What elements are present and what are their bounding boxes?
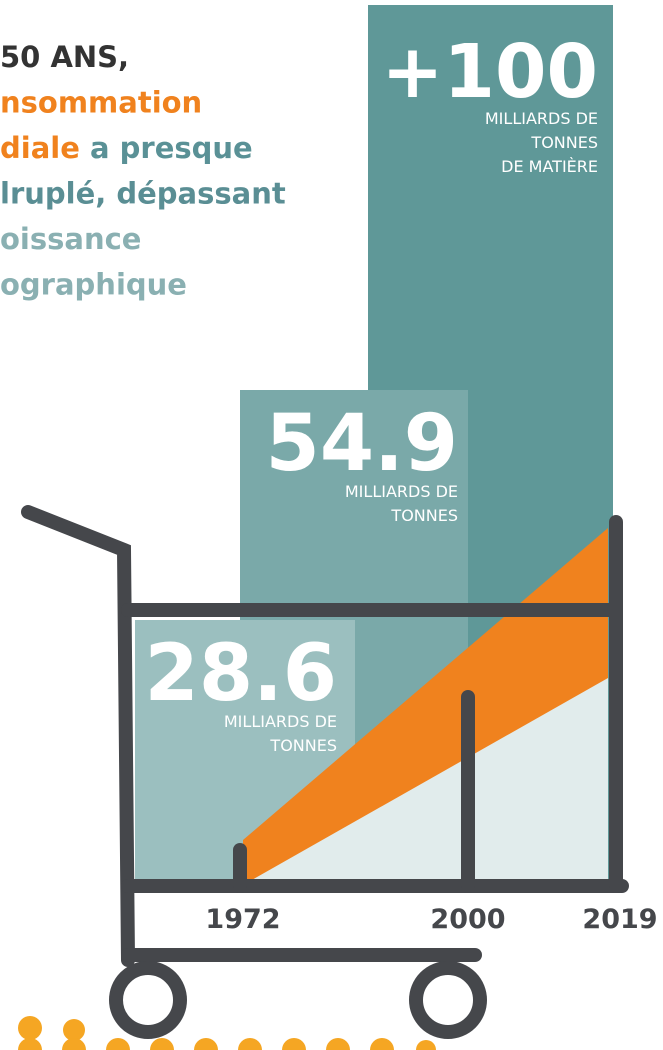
year-label: 2019 [582, 904, 657, 935]
headline-segment: 50 ANS, [0, 40, 129, 74]
headline-segment: ographique [0, 268, 187, 302]
headline: 50 ANS, nsommation diale a presque lruplé, … [0, 40, 286, 302]
year-label: 1972 [205, 904, 280, 935]
headline-line: oissance [0, 222, 141, 256]
headline-segment: nsommation [0, 86, 202, 120]
bar-unit: MILLIARDS DE [345, 482, 458, 501]
dots [18, 1016, 436, 1050]
bar-unit: TONNES [390, 506, 458, 525]
headline-segment: oissance [0, 222, 141, 256]
bar-unit: TONNES [269, 736, 337, 755]
headline-line: 50 ANS, [0, 40, 129, 74]
headline-segment: diale [0, 131, 80, 165]
headline-segment: lruplé, dépassant [0, 177, 286, 211]
infographic: +100 MILLIARDS DE TONNES DE MATIÈRE 54.9… [0, 0, 663, 1050]
bar-unit: MILLIARDS DE [224, 712, 337, 731]
bar-unit: TONNES [530, 133, 598, 152]
bar-value: +100 [382, 29, 598, 115]
bar-value: 28.6 [145, 629, 337, 719]
headline-segment: a presque [80, 131, 253, 165]
bar-unit: DE MATIÈRE [501, 157, 598, 176]
headline-line: ographique [0, 268, 187, 302]
year-label: 2000 [430, 904, 505, 935]
headline-line: lruplé, dépassant [0, 177, 286, 211]
bar-unit: MILLIARDS DE [485, 109, 598, 128]
bar-value: 54.9 [266, 399, 458, 489]
headline-line: nsommation [0, 86, 202, 120]
headline-line: diale a presque [0, 131, 253, 165]
